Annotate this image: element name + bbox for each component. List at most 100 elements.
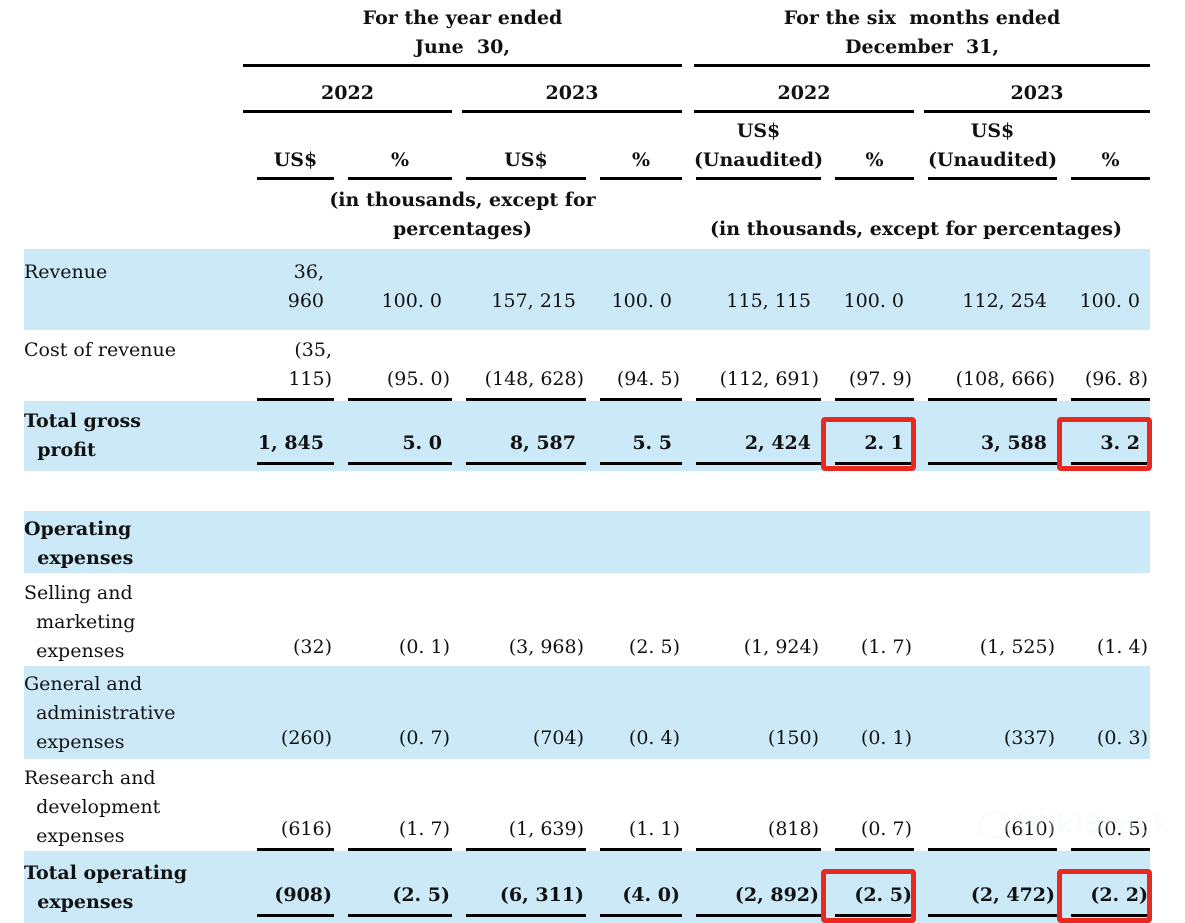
cell-value	[257, 569, 334, 573]
table-cell: (1, 525)	[914, 579, 1057, 666]
table-cell: (818)	[682, 764, 821, 851]
cell-value: 3. 2	[1057, 417, 1152, 471]
year-row: 2022 2023 2022 2023	[24, 67, 1150, 113]
table-cell: (94. 5)	[586, 336, 682, 401]
row-label: Revenue	[24, 261, 108, 283]
table-cell: (2, 892)	[682, 859, 821, 917]
table-cell	[682, 515, 821, 573]
cell-value: (2. 2)	[1057, 869, 1152, 923]
cell-value: (95. 0)	[348, 365, 452, 401]
cell-value: 157, 215	[491, 290, 576, 312]
row-label: Operating expenses	[24, 518, 134, 569]
cell-value: 100. 0	[1079, 290, 1140, 312]
table-body: Revenue 36, 960 100. 0 157, 215 100. 0 115, 1…	[24, 249, 1185, 923]
table-row: Total operating expenses (908) (2. 5) (6, 3…	[24, 851, 1152, 923]
cell-value: (0. 5)	[1071, 815, 1150, 851]
column-header-usd: US$	[257, 113, 334, 180]
cell-value: 8, 587	[466, 429, 586, 465]
cell-value: (3, 968)	[508, 636, 584, 658]
table-cell: 8, 587	[452, 407, 586, 465]
cell-value	[696, 569, 821, 573]
cell-value	[348, 569, 452, 573]
column-header-percent: %	[1071, 113, 1150, 180]
cell-value: (337)	[1003, 727, 1055, 749]
table-cell: (704)	[452, 670, 586, 757]
cell-value: (0. 1)	[398, 636, 450, 658]
year-label: 2023	[924, 67, 1150, 113]
table-cell: (97. 9)	[821, 336, 914, 401]
table-cell	[334, 515, 452, 573]
cell-value: (2, 472)	[928, 881, 1057, 917]
cell-value: (260)	[280, 727, 332, 749]
table-cell: (2. 5)	[334, 859, 452, 917]
table-cell: (610)	[914, 764, 1057, 851]
cell-value: (616)	[257, 815, 334, 851]
cell-value: 100. 0	[843, 290, 904, 312]
table-cell	[452, 515, 586, 573]
cell-value: (94. 5)	[600, 365, 682, 401]
table-cell: (908)	[243, 859, 334, 917]
year-label: 2022	[694, 67, 914, 113]
table-cell: (3, 968)	[452, 579, 586, 666]
cell-value: 3, 588	[928, 429, 1057, 465]
table-cell: (32)	[243, 579, 334, 666]
cell-value: (97. 9)	[835, 365, 914, 401]
cell-value: (4. 0)	[600, 881, 682, 917]
units-note: (in thousands, except for percentages)	[710, 218, 1122, 240]
cell-value: (35, 115)	[257, 336, 334, 401]
table-cell: (0. 5)	[1057, 764, 1150, 851]
cell-value: (0. 7)	[398, 727, 450, 749]
cell-value: (2, 892)	[696, 881, 821, 917]
cell-value: 115, 115	[726, 290, 811, 312]
table-cell: (0. 7)	[334, 670, 452, 757]
table-cell: (1. 7)	[334, 764, 452, 851]
table-cell: 157, 215	[452, 258, 586, 320]
table-cell: 2, 424	[682, 407, 821, 465]
cell-value: (1. 4)	[1096, 636, 1148, 658]
column-header-percent: %	[348, 113, 452, 180]
table-cell: (2. 5)	[821, 859, 916, 923]
column-header-percent: %	[835, 113, 914, 180]
table-cell: (148, 628)	[452, 336, 586, 401]
units-note-row: (in thousands, except for percentages) (…	[24, 180, 1150, 249]
table-cell: 100. 0	[334, 258, 452, 320]
table-cell: 100. 0	[1057, 258, 1150, 320]
cell-value	[928, 569, 1057, 573]
table-cell	[1057, 515, 1150, 573]
cell-value: (1. 7)	[860, 636, 912, 658]
table-cell: 100. 0	[586, 258, 682, 320]
row-label: Selling and marketing expenses	[24, 582, 136, 662]
table-row: Total gross profit 1, 845 5. 0 8, 587 5. 5 2,…	[24, 401, 1152, 471]
cell-value: (2. 5)	[628, 636, 680, 658]
table-cell: (337)	[914, 670, 1057, 757]
period-title-year-ended: For the year ended June 30,	[243, 2, 682, 67]
table-row: Research and development expenses (616) (1…	[24, 759, 1150, 851]
table-cell: (1. 4)	[1057, 579, 1150, 666]
cell-value: (908)	[257, 881, 334, 917]
column-header-row: US$ % US$ % US$ (Unaudited) % US$ (Unaud…	[24, 113, 1150, 180]
table-cell: 100. 0	[821, 258, 914, 320]
table-cell: (2, 472)	[914, 859, 1057, 917]
row-label: Cost of revenue	[24, 339, 176, 361]
cell-value: (108, 666)	[928, 365, 1057, 401]
table-cell: (616)	[243, 764, 334, 851]
table-cell: (112, 691)	[682, 336, 821, 401]
cell-value: (0. 7)	[835, 815, 914, 851]
cell-value: (32)	[292, 636, 332, 658]
table-row: General and administrative expenses (260)…	[24, 666, 1150, 759]
table-cell: (6, 311)	[452, 859, 586, 917]
cell-value: (1, 525)	[979, 636, 1055, 658]
table-cell: (1. 7)	[821, 579, 914, 666]
red-annotation-box	[821, 417, 916, 471]
cell-value	[835, 569, 914, 573]
table-cell: (2. 5)	[586, 579, 682, 666]
table-cell: 112, 254	[914, 258, 1057, 320]
table-cell: (0. 7)	[821, 764, 914, 851]
cell-value: (6, 311)	[466, 881, 586, 917]
cell-value: 36, 960	[287, 261, 324, 312]
cell-value: (148, 628)	[466, 365, 586, 401]
year-label: 2022	[243, 67, 452, 113]
table-row: Operating expenses	[24, 511, 1150, 573]
cell-value: (2. 5)	[821, 869, 916, 923]
table-cell: (4. 0)	[586, 859, 682, 917]
